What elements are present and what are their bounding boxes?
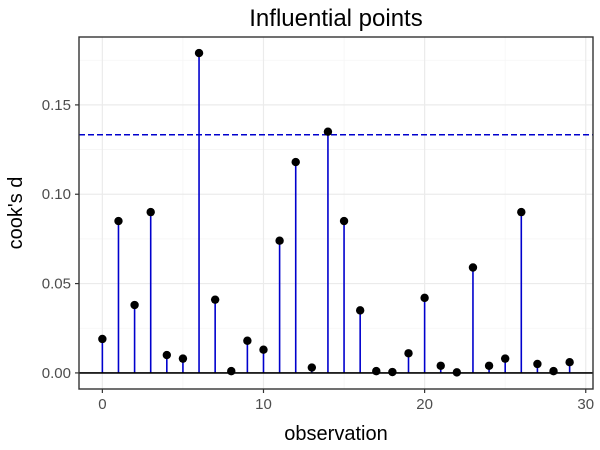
panel-border xyxy=(78,36,594,390)
x-tick-label: 10 xyxy=(255,396,272,413)
data-point xyxy=(130,300,139,310)
y-tick-label: 0.05 xyxy=(42,276,71,293)
data-point xyxy=(259,345,268,354)
points xyxy=(98,48,574,377)
x-tick-label: 30 xyxy=(577,396,594,413)
data-point xyxy=(420,293,429,303)
y-axis-tick-labels: 0.00 0.05 0.10 0.15 xyxy=(42,97,71,382)
data-point xyxy=(372,366,381,376)
x-axis-title: observation xyxy=(284,423,387,445)
y-tick-label: 0.00 xyxy=(42,365,71,382)
data-point xyxy=(355,306,365,315)
data-point xyxy=(291,157,300,167)
data-point xyxy=(388,367,397,377)
data-point xyxy=(468,263,478,272)
y-tick-label: 0.15 xyxy=(42,97,71,114)
data-point xyxy=(484,361,494,370)
data-point xyxy=(114,216,123,226)
stems xyxy=(101,53,571,373)
y-axis-ticks xyxy=(75,104,79,374)
x-tick-label: 20 xyxy=(416,396,433,413)
data-point xyxy=(533,359,542,369)
data-point xyxy=(323,127,333,136)
chart-title: Influential points xyxy=(249,5,422,32)
data-point xyxy=(565,357,574,367)
data-point xyxy=(307,363,317,372)
data-point xyxy=(243,336,252,345)
data-point xyxy=(452,368,462,377)
x-tick-label: 0 xyxy=(98,396,106,413)
data-point xyxy=(500,354,510,363)
x-axis-ticks xyxy=(101,389,587,393)
data-point xyxy=(146,207,155,217)
data-point xyxy=(178,354,188,363)
x-axis-tick-labels: 0 10 20 30 xyxy=(98,396,594,413)
data-point xyxy=(210,295,220,304)
y-axis-title: cook's d xyxy=(5,177,27,250)
data-point xyxy=(227,366,236,376)
data-point xyxy=(549,366,558,376)
data-point xyxy=(404,349,413,358)
data-point xyxy=(98,334,107,344)
data-point xyxy=(339,216,349,226)
data-point xyxy=(194,48,204,58)
data-point xyxy=(436,361,445,370)
data-point xyxy=(275,236,284,245)
data-point xyxy=(162,350,172,360)
minor-grid xyxy=(79,37,593,389)
y-tick-label: 0.10 xyxy=(42,186,71,203)
data-point xyxy=(517,207,526,217)
